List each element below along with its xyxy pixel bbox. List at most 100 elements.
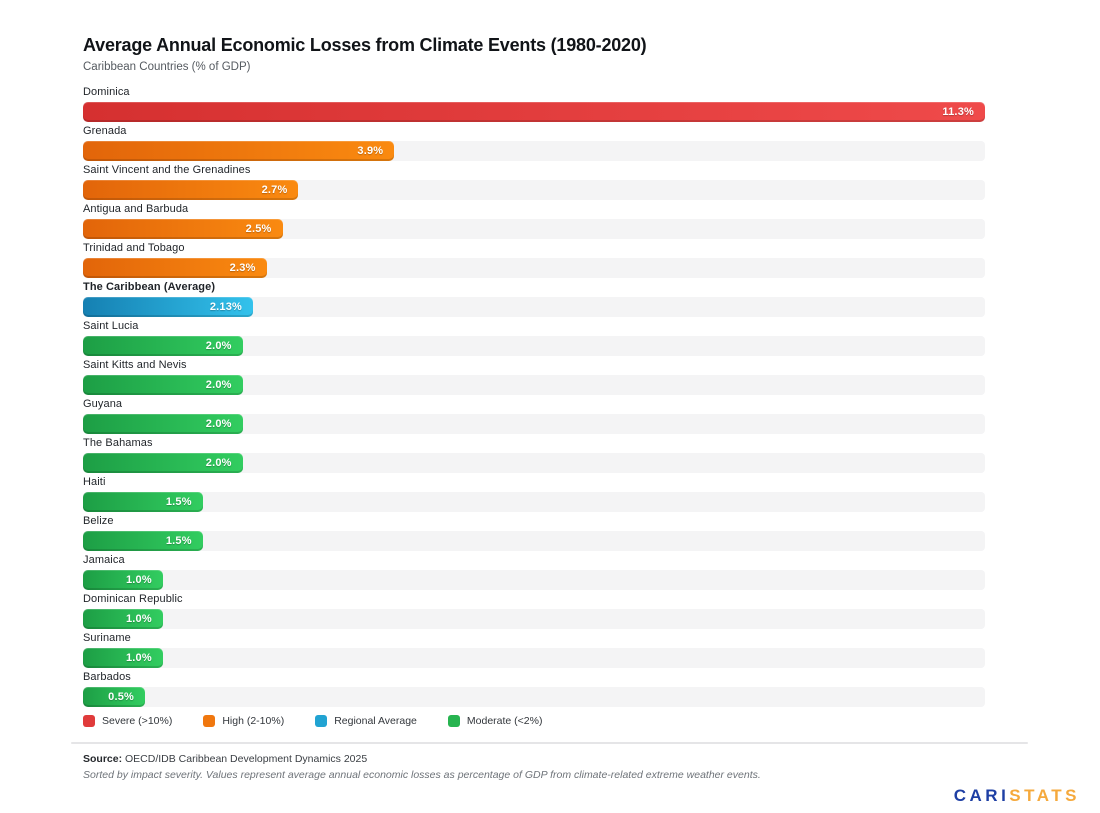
country-label: Belize [83,515,114,527]
bar-value-label: 1.0% [125,574,152,586]
bar-high: 2.7% [83,180,299,200]
country-label: The Bahamas [83,437,153,449]
brand-name-primary: CARI [953,786,1010,805]
bar-value-label: 2.5% [245,223,272,235]
legend-label: Severe (>10%) [102,715,173,727]
bar-average: 2.13% [83,297,254,317]
source-text: OECD/IDB Caribbean Development Dynamics … [122,753,368,765]
bar-row: Dominican Republic 1.0% [83,593,985,629]
bar-value-label: 0.5% [108,691,134,703]
bar-moderate: 0.5% [83,687,145,707]
bar-moderate: 2.0% [83,453,243,473]
bar-row: Antigua and Barbuda 2.5% [83,203,985,239]
country-label: The Caribbean (Average) [83,281,216,293]
legend-item: Severe (>10%) [83,715,172,727]
country-label: Saint Lucia [83,320,139,332]
country-label: Saint Kitts and Nevis [83,359,187,371]
bar-track: 1.0% [83,648,985,668]
bar-high: 2.3% [83,258,267,278]
bar-row: Trinidad and Tobago 2.3% [83,242,985,278]
bar-moderate: 1.0% [83,609,163,629]
bar-track: 2.0% [83,336,985,356]
legend-swatch-moderate [447,715,460,727]
legend-label: Regional Average [334,715,417,727]
bar-track: 1.0% [83,570,985,590]
bar-row: Guyana 2.0% [83,398,985,434]
bar-value-label: 1.0% [125,652,152,664]
bar-track: 2.13% [83,297,985,317]
bar-track: 2.0% [83,375,985,395]
legend-label: High (2-10%) [222,715,285,727]
country-label: Grenada [83,125,127,137]
country-label: Dominica [83,86,130,98]
bar-row: Barbados 0.5% [83,671,985,707]
bar-severe: 11.3% [83,102,985,122]
country-label: Barbados [83,671,131,683]
country-label: Guyana [83,398,123,410]
legend-swatch-severe [83,715,95,727]
country-label: Suriname [83,632,131,644]
source-label: Source: [83,753,123,765]
bar-moderate: 2.0% [83,414,243,434]
bar-rows: Dominica 11.3% Grenada 3.9% Saint Vincent an… [83,86,985,707]
bar-moderate: 1.5% [83,492,203,512]
bar-moderate: 2.0% [83,336,243,356]
bar-track: 11.3% [83,102,985,122]
country-label: Jamaica [83,554,125,566]
bar-high: 3.9% [83,141,395,161]
bar-moderate: 1.0% [83,648,163,668]
bar-value-label: 2.0% [205,340,232,352]
bar-value-label: 1.5% [165,535,192,547]
page-title: Average Annual Economic Losses from Clim… [83,35,647,55]
bar-row: Saint Lucia 2.0% [83,320,985,356]
bar-track: 1.0% [83,609,985,629]
legend-label: Moderate (<2%) [466,715,543,727]
bar-value-label: 2.7% [261,184,288,196]
bar-track: 1.5% [83,531,985,551]
bar-track: 0.5% [83,687,985,707]
bar-value-label: 1.5% [165,496,192,508]
bar-row: Dominica 11.3% [83,86,985,122]
bar-row: The Bahamas 2.0% [83,437,985,473]
legend-swatch-high [203,715,216,727]
bar-row: Belize 1.5% [83,515,985,551]
bar-value-label: 2.3% [229,262,256,274]
bar-value-label: 2.0% [205,457,232,469]
country-label: Saint Vincent and the Grenadines [83,164,251,176]
bar-value-label: 2.13% [209,301,243,313]
bar-track: 1.5% [83,492,985,512]
bar-row: Jamaica 1.0% [83,554,985,590]
bar-track: 2.0% [83,414,985,434]
legend-item: Moderate (<2%) [447,715,543,727]
bar-moderate: 2.0% [83,375,243,395]
bar-value-label: 2.0% [205,418,232,430]
bar-row: Saint Kitts and Nevis 2.0% [83,359,985,395]
country-label: Antigua and Barbuda [83,203,189,215]
bar-track: 2.5% [83,219,985,239]
footnote: Sorted by impact severity. Values repres… [83,769,761,781]
bar-moderate: 1.0% [83,570,163,590]
source-line: Source: OECD/IDB Caribbean Development D… [83,753,985,765]
country-label: Haiti [83,476,106,488]
bar-track: 3.9% [83,141,985,161]
country-label: Dominican Republic [83,593,183,605]
bar-value-label: 2.0% [205,379,232,391]
bar-row: Suriname 1.0% [83,632,985,668]
legend-item: High (2-10%) [203,715,284,727]
chart-content: Average Annual Economic Losses from Clim… [71,34,1028,781]
page-subtitle: Caribbean Countries (% of GDP) [83,61,251,73]
bar-row: Haiti 1.5% [83,476,985,512]
bar-moderate: 1.5% [83,531,203,551]
country-label: Trinidad and Tobago [83,242,185,254]
bar-row: Saint Vincent and the Grenadines 2.7% [83,164,985,200]
bar-row: Grenada 3.9% [83,125,985,161]
brand-name-secondary: STATS [1009,786,1080,805]
bar-value-label: 1.0% [125,613,152,625]
bar-track: 2.0% [83,453,985,473]
bar-track: 2.7% [83,180,985,200]
bar-value-label: 3.9% [357,145,384,157]
legend: Severe (>10%) High (2-10%) Regional Averag… [83,715,985,727]
legend-swatch-average [315,715,328,727]
brand-logo: CARISTATS [954,786,1080,806]
legend-item: Regional Average [315,715,417,727]
